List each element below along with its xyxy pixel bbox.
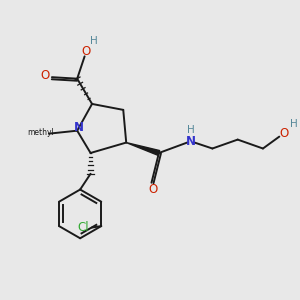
Text: N: N: [186, 135, 196, 148]
Text: O: O: [279, 127, 288, 140]
Text: H: H: [290, 119, 298, 129]
Text: O: O: [41, 70, 50, 83]
Text: O: O: [82, 45, 91, 58]
Text: H: H: [187, 125, 195, 135]
Polygon shape: [126, 142, 160, 155]
Text: N: N: [74, 121, 84, 134]
Text: methyl: methyl: [27, 128, 54, 137]
Text: O: O: [148, 183, 158, 196]
Text: H: H: [90, 36, 98, 46]
Text: Cl: Cl: [77, 221, 88, 234]
